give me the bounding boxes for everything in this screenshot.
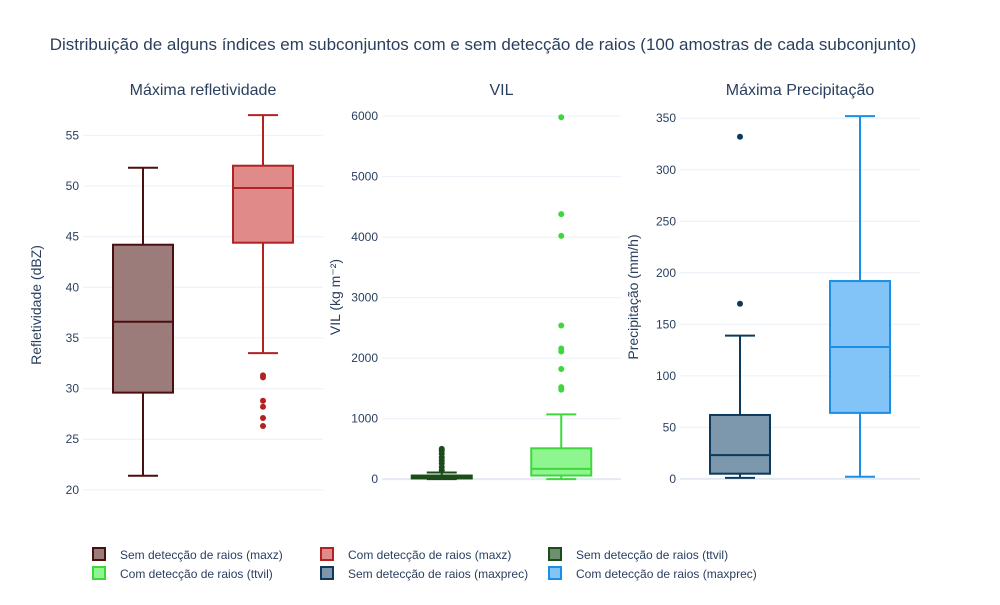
outlier-point — [260, 414, 266, 421]
y-tick-label: 200 — [656, 266, 676, 280]
box-series-1 — [410, 445, 473, 481]
iqr-box — [709, 413, 771, 475]
outlier-point — [558, 211, 565, 218]
y-tick-label: 5000 — [351, 170, 378, 184]
y-tick-label: 20 — [66, 483, 80, 497]
legend-item: Sem detecção de raios (maxprec) — [320, 566, 528, 581]
outlier-point — [260, 374, 266, 381]
legend-swatch — [548, 547, 562, 561]
legend-item: Sem detecção de raios (maxz) — [92, 547, 283, 562]
subplot-1: 20 25 30 35 40 45 50 55 Máxima refletividade Refl… — [28, 82, 323, 497]
legend: Sem detecção de raios (maxz) Com detecção… — [92, 547, 757, 581]
legend-swatch — [320, 547, 334, 561]
legend-swatch — [92, 566, 106, 580]
y-tick-label: 350 — [656, 111, 676, 125]
outlier-point — [737, 133, 743, 140]
y-tick-label: 50 — [663, 420, 677, 434]
box-series-2 — [232, 114, 294, 430]
outlier-point — [737, 300, 743, 307]
y-axis-label: Precipitação (mm/h) — [625, 234, 641, 359]
legend-swatch — [92, 547, 106, 561]
y-tick-label: 300 — [656, 163, 676, 177]
legend-label: Com detecção de raios (ttvil) — [120, 567, 273, 581]
iqr-box — [530, 447, 593, 477]
y-tick-label: 0 — [669, 472, 676, 486]
legend-item: Sem detecção de raios (ttvil) — [548, 547, 728, 562]
box-series-2 — [829, 115, 891, 478]
legend-label: Com detecção de raios (maxprec) — [576, 567, 757, 581]
y-tick-label: 30 — [66, 382, 80, 396]
outlier-point — [260, 423, 266, 430]
outlier-point — [260, 397, 266, 404]
iqr-box — [112, 243, 174, 394]
outlier-point — [558, 348, 565, 355]
outlier-point — [558, 322, 565, 329]
y-tick-label: 6000 — [351, 109, 378, 123]
y-tick-label: 50 — [66, 179, 80, 193]
y-tick-label: 55 — [66, 128, 80, 142]
y-tick-label: 45 — [66, 230, 80, 244]
outlier-point — [558, 386, 565, 393]
legend-swatch — [548, 566, 562, 580]
legend-label: Sem detecção de raios (maxprec) — [348, 567, 528, 581]
box-series-1 — [112, 166, 174, 477]
y-axis-label: Refletividade (dBZ) — [28, 245, 44, 365]
legend-label: Com detecção de raios (maxz) — [348, 548, 511, 562]
chart-title: Distribuição de alguns índices em subcon… — [50, 35, 917, 54]
outlier-point — [558, 366, 565, 373]
legend-label: Sem detecção de raios (ttvil) — [576, 548, 728, 562]
subplot-title: VIL — [489, 82, 513, 99]
y-tick-label: 100 — [656, 369, 676, 383]
y-tick-label: 4000 — [351, 230, 378, 244]
y-tick-label: 250 — [656, 214, 676, 228]
outlier-point — [558, 114, 565, 121]
outlier-point — [558, 232, 565, 239]
legend-item: Com detecção de raios (maxprec) — [548, 566, 757, 581]
subplot-2: 0 1000 2000 3000 4000 5000 6000 VIL VIL (kg m⁻²) — [327, 82, 621, 486]
outlier-point — [260, 403, 266, 410]
y-tick-label: 1000 — [351, 412, 378, 426]
legend-swatch — [320, 566, 334, 580]
subplot-title: Máxima Precipitação — [726, 82, 875, 99]
y-tick-label: 2000 — [351, 351, 378, 365]
subplot-3: 0 50 100 150 200 250 300 350 Máxima Precipitação… — [625, 82, 920, 486]
y-tick-label: 35 — [66, 331, 80, 345]
box-series-2 — [530, 114, 593, 481]
iqr-box — [232, 164, 294, 244]
legend-item: Com detecção de raios (ttvil) — [92, 566, 273, 581]
box-series-1 — [709, 133, 771, 479]
subplot-title: Máxima refletividade — [130, 82, 277, 99]
y-tick-label: 25 — [66, 432, 80, 446]
y-axis-label: VIL (kg m⁻²) — [327, 259, 343, 335]
y-tick-label: 150 — [656, 317, 676, 331]
legend-item: Com detecção de raios (maxz) — [320, 547, 511, 562]
y-tick-label: 3000 — [351, 291, 378, 305]
legend-label: Sem detecção de raios (maxz) — [120, 548, 283, 562]
y-tick-label: 40 — [66, 280, 80, 294]
outlier-point — [438, 445, 445, 452]
y-tick-label: 0 — [371, 472, 378, 486]
